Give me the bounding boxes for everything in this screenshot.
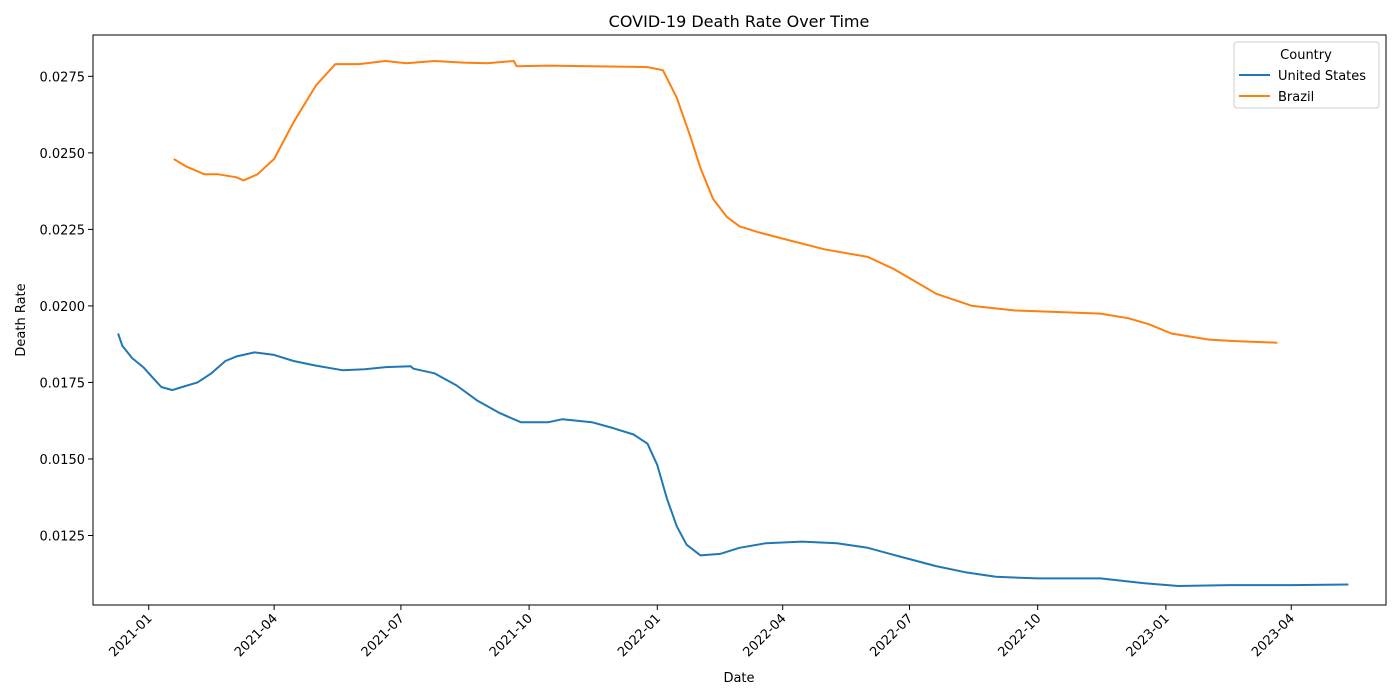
legend-box bbox=[1233, 41, 1380, 109]
legend-label-brazil: Brazil bbox=[1278, 90, 1314, 105]
y-tick-label: 0.0250 bbox=[40, 147, 86, 162]
chart-title: COVID-19 Death Rate Over Time bbox=[609, 12, 870, 31]
legend-title: Country bbox=[1280, 48, 1332, 63]
series-line-united-states bbox=[117, 333, 1349, 587]
y-axis-label: Death Rate bbox=[14, 283, 29, 356]
x-axis-label: Date bbox=[723, 671, 754, 686]
series-layer bbox=[117, 60, 1349, 587]
legend: Country United States Brazil bbox=[1233, 41, 1380, 109]
legend-label-united-states: United States bbox=[1278, 69, 1366, 84]
y-tick-label: 0.0125 bbox=[40, 530, 86, 545]
y-tick-label: 0.0225 bbox=[40, 223, 86, 238]
y-axis: 0.0125 0.0150 0.0175 0.0200 0.0225 0.0250 0.02… bbox=[40, 70, 93, 545]
series-line-brazil bbox=[173, 60, 1278, 344]
y-tick-label: 0.0275 bbox=[40, 70, 86, 85]
y-tick-label: 0.0200 bbox=[40, 300, 86, 315]
y-tick-label: 0.0150 bbox=[40, 453, 86, 468]
y-tick-label: 0.0175 bbox=[40, 376, 86, 391]
plot-frame bbox=[92, 34, 1387, 606]
